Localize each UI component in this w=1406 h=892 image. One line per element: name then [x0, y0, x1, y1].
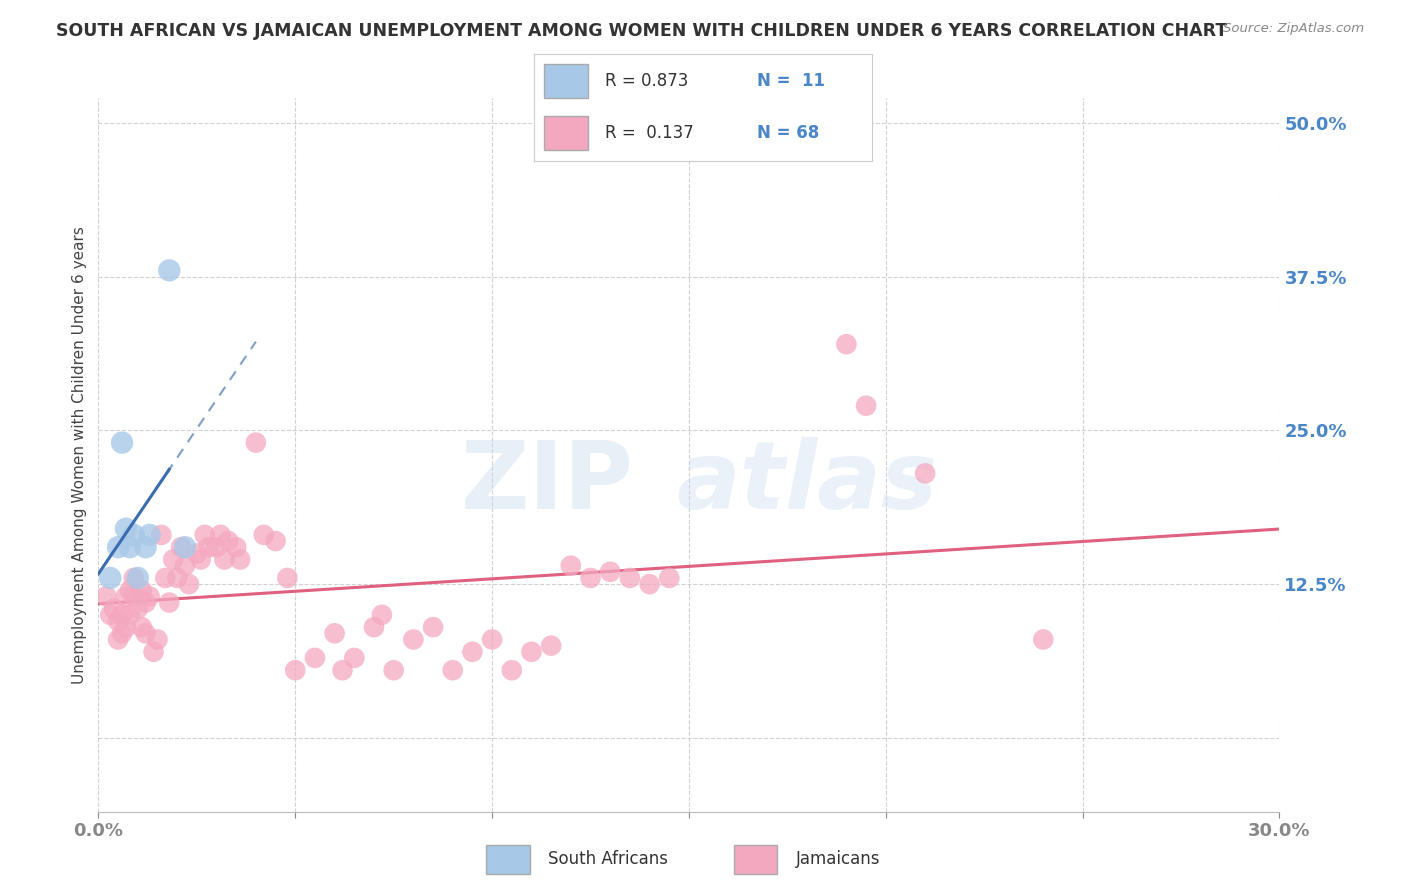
Point — [131, 620, 153, 634]
Point — [127, 571, 149, 585]
Y-axis label: Unemployment Among Women with Children Under 6 years: Unemployment Among Women with Children U… — [72, 226, 87, 684]
Point — [107, 632, 129, 647]
Point — [245, 435, 267, 450]
Point — [174, 558, 197, 573]
Point — [174, 540, 197, 554]
Point — [142, 645, 165, 659]
Point — [115, 620, 138, 634]
Point — [118, 540, 141, 554]
Point — [194, 528, 217, 542]
Text: atlas: atlas — [676, 437, 938, 530]
Point — [127, 601, 149, 615]
Text: Jamaicans: Jamaicans — [796, 849, 880, 868]
Point — [304, 651, 326, 665]
Point — [363, 620, 385, 634]
Point — [166, 571, 188, 585]
Point — [138, 528, 160, 542]
Point — [214, 552, 236, 566]
Text: N =  11: N = 11 — [756, 72, 825, 90]
Point — [560, 558, 582, 573]
Point — [111, 435, 134, 450]
Point — [122, 590, 145, 604]
Text: SOUTH AFRICAN VS JAMAICAN UNEMPLOYMENT AMONG WOMEN WITH CHILDREN UNDER 6 YEARS C: SOUTH AFRICAN VS JAMAICAN UNEMPLOYMENT A… — [56, 22, 1227, 40]
Point — [284, 663, 307, 677]
Point — [481, 632, 503, 647]
FancyBboxPatch shape — [544, 116, 588, 150]
Point — [382, 663, 405, 677]
Point — [111, 626, 134, 640]
Point — [835, 337, 858, 351]
Point — [461, 645, 484, 659]
Text: R = 0.873: R = 0.873 — [605, 72, 689, 90]
Point — [157, 596, 180, 610]
Point — [190, 552, 212, 566]
Point — [118, 583, 141, 598]
Point — [579, 571, 602, 585]
Point — [135, 626, 157, 640]
Point — [205, 540, 228, 554]
Point — [122, 571, 145, 585]
Point — [229, 552, 252, 566]
Point — [658, 571, 681, 585]
Point — [107, 614, 129, 628]
Point — [131, 583, 153, 598]
Point — [343, 651, 366, 665]
Point — [103, 601, 125, 615]
Point — [146, 632, 169, 647]
Point — [150, 528, 173, 542]
Point — [371, 607, 394, 622]
Text: N = 68: N = 68 — [756, 124, 820, 142]
Point — [138, 590, 160, 604]
Point — [111, 607, 134, 622]
Point — [107, 540, 129, 554]
Point — [209, 528, 232, 542]
Point — [599, 565, 621, 579]
Point — [855, 399, 877, 413]
Point — [162, 552, 184, 566]
Text: R =  0.137: R = 0.137 — [605, 124, 695, 142]
Point — [135, 596, 157, 610]
Point — [441, 663, 464, 677]
Point — [197, 540, 219, 554]
FancyBboxPatch shape — [486, 845, 530, 874]
Point — [332, 663, 354, 677]
Point — [96, 590, 118, 604]
Point — [115, 590, 138, 604]
Text: Source: ZipAtlas.com: Source: ZipAtlas.com — [1223, 22, 1364, 36]
Point — [638, 577, 661, 591]
Point — [115, 522, 138, 536]
Point — [619, 571, 641, 585]
Point — [118, 607, 141, 622]
Point — [135, 540, 157, 554]
Point — [98, 571, 121, 585]
Point — [914, 467, 936, 481]
Point — [422, 620, 444, 634]
Point — [155, 571, 177, 585]
FancyBboxPatch shape — [544, 64, 588, 98]
Text: South Africans: South Africans — [548, 849, 668, 868]
Point — [520, 645, 543, 659]
Point — [501, 663, 523, 677]
Point — [264, 534, 287, 549]
Point — [253, 528, 276, 542]
FancyBboxPatch shape — [734, 845, 778, 874]
Point — [1032, 632, 1054, 647]
Point — [186, 546, 208, 560]
Point — [157, 263, 180, 277]
Point — [540, 639, 562, 653]
Point — [217, 534, 239, 549]
Point — [170, 540, 193, 554]
Point — [402, 632, 425, 647]
Point — [323, 626, 346, 640]
Point — [225, 540, 247, 554]
Point — [98, 607, 121, 622]
Point — [122, 528, 145, 542]
Text: ZIP: ZIP — [461, 437, 634, 530]
Point — [177, 577, 200, 591]
Point — [276, 571, 298, 585]
